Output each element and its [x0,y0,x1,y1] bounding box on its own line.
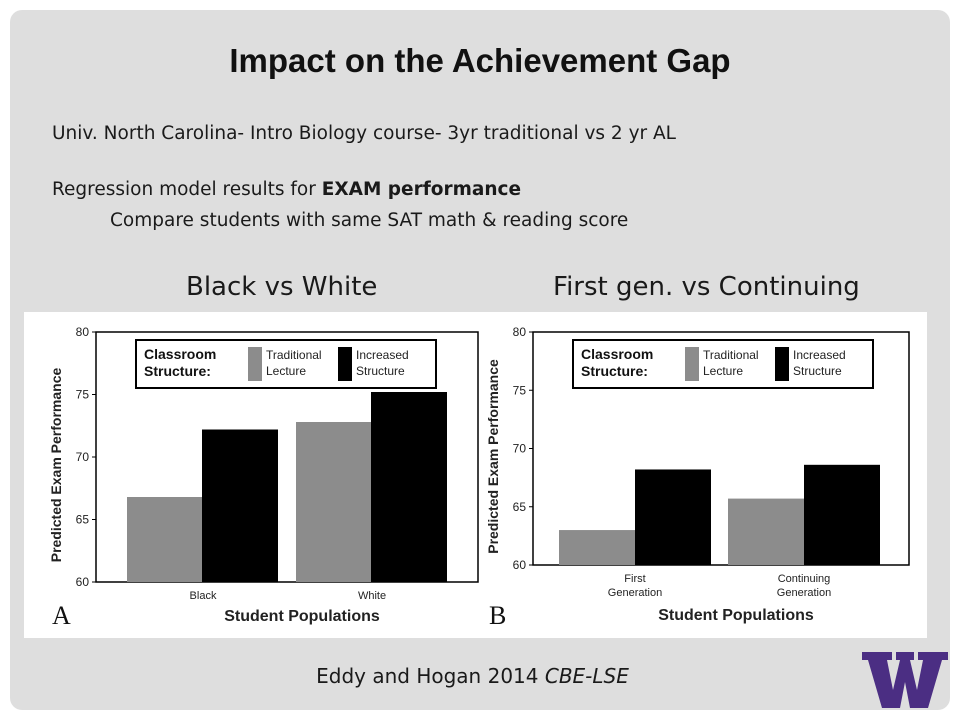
bar-white-increased [371,392,447,582]
x-category-label: Continuing [778,573,831,585]
y-tick-label: 75 [76,388,90,402]
exam-performance-emphasis: EXAM performance [321,179,522,200]
legend-box [135,339,437,389]
legend-swatch [338,347,352,381]
y-tick-label: 65 [513,500,527,514]
regression-line: Regression model results for EXAM perfor… [52,179,521,200]
y-tick-label: 65 [76,513,90,527]
x-axis-label: Student Populations [224,608,380,625]
right-chart-heading: First gen. vs Continuing [553,272,860,302]
x-category-label: Black [190,590,217,602]
legend-title: Structure: [581,363,648,379]
y-tick-label: 75 [513,383,527,397]
bar-continuing-generation-traditional [728,498,804,565]
legend-title: Classroom [581,346,653,362]
panel-label-A: A [52,601,71,630]
y-tick-label: 80 [513,325,527,339]
legend-label: Lecture [703,364,743,378]
bar-black-increased [202,429,278,582]
bar-charts: 60 65 70 75 80 Predicted Exam Performance Blac… [48,325,910,630]
y-tick-label: 60 [513,558,527,572]
panel-label-B: B [489,601,506,630]
citation: Eddy and Hogan 2014 CBE-LSE [0,664,945,688]
y-tick-label: 70 [76,450,90,464]
uw-logo-icon [862,652,948,708]
y-tick-label: 80 [76,325,90,339]
legend-box [572,339,874,389]
legend-swatch [685,347,699,381]
bar-white-traditional [296,422,372,582]
x-category-label: White [358,590,386,602]
legend-label: Increased [793,348,846,362]
slide-title: Impact on the Achievement Gap [229,42,731,79]
x-category-label: Generation [608,587,662,599]
legend-label: Increased [356,348,409,362]
citation-authors: Eddy and Hogan 2014 [316,664,545,688]
bar-black-traditional [127,497,203,582]
left-chart-heading: Black vs White [186,272,378,302]
x-category-label: First [624,573,645,585]
comparison-note: Compare students with same SAT math & re… [110,210,629,231]
regression-text: Regression model results for [52,179,322,200]
course-description: Univ. North Carolina- Intro Biology cour… [52,123,676,144]
bar-first-generation-traditional [559,530,635,565]
legend-label: Traditional [703,348,759,362]
legend-label: Structure [356,364,405,378]
legend-label: Lecture [266,364,306,378]
legend-label: Structure [793,364,842,378]
y-tick-label: 60 [76,575,90,589]
legend-swatch [248,347,262,381]
citation-journal: CBE-LSE [544,664,629,688]
y-tick-label: 70 [513,442,527,456]
legend-title: Classroom [144,346,216,362]
figure-panel: 60 65 70 75 80 Predicted Exam Performance Blac… [24,312,927,638]
legend-title: Structure: [144,363,211,379]
bar-first-generation-increased [635,469,711,565]
x-axis-label: Student Populations [658,607,814,624]
legend-label: Traditional [266,348,322,362]
y-axis-label: Predicted Exam Performance [485,359,501,554]
y-axis-label: Predicted Exam Performance [48,368,64,563]
legend-swatch [775,347,789,381]
x-category-label: Generation [777,587,831,599]
bar-continuing-generation-increased [804,464,880,565]
